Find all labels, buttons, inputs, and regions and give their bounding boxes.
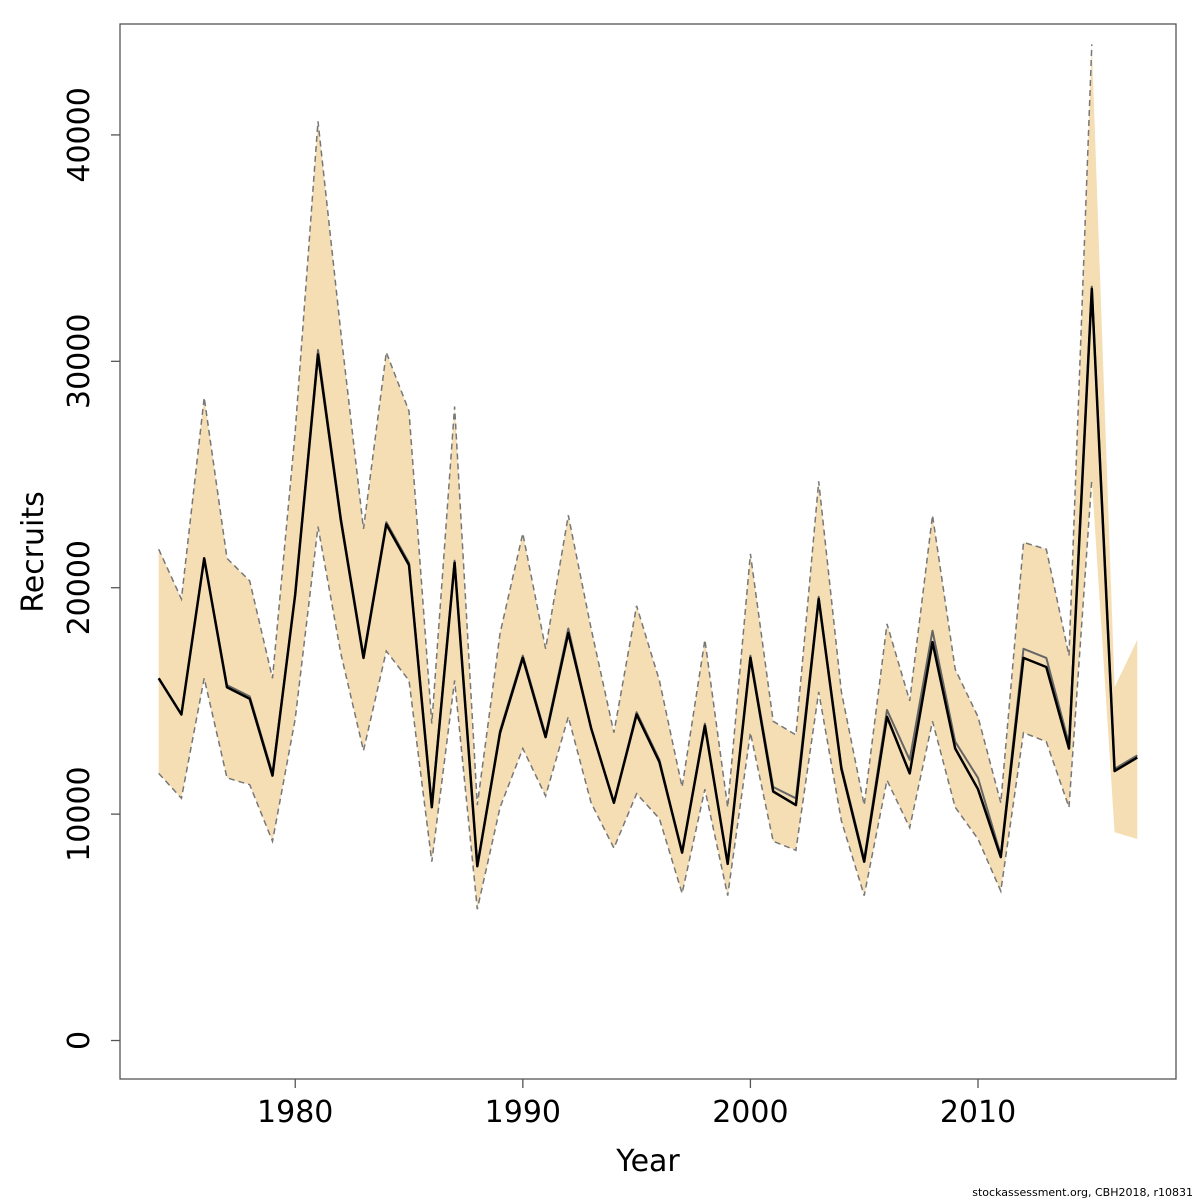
x-axis: 1980 1990 2000 2010 <box>257 1079 1016 1130</box>
y-tick-label: 30000 <box>62 314 97 409</box>
series-line-main <box>157 287 1138 868</box>
confidence-band <box>158 44 1138 910</box>
y-tick-label: 40000 <box>62 87 97 182</box>
x-tick-label: 2010 <box>940 1095 1016 1130</box>
y-tick-label: 20000 <box>62 540 97 635</box>
y-tick-label: 10000 <box>62 766 97 861</box>
x-tick-label: 1990 <box>485 1095 561 1130</box>
lines-layer <box>157 285 1138 868</box>
y-axis-title: Recruits <box>16 491 51 613</box>
credit-text: stockassessment.org, CBH2018, r10831 <box>972 1186 1193 1199</box>
x-tick-label: 1980 <box>257 1095 333 1130</box>
y-axis: 0 10000 20000 30000 40000 <box>62 87 120 1050</box>
band-upper-dashed-line <box>158 44 1093 808</box>
x-axis-title: Year <box>615 1144 680 1179</box>
plot-frame <box>119 23 1177 1080</box>
x-tick-label: 2000 <box>712 1095 788 1130</box>
band-lower-dashed-line <box>158 479 1093 910</box>
bands-layer <box>158 44 1138 910</box>
y-tick-label: 0 <box>62 1031 97 1050</box>
